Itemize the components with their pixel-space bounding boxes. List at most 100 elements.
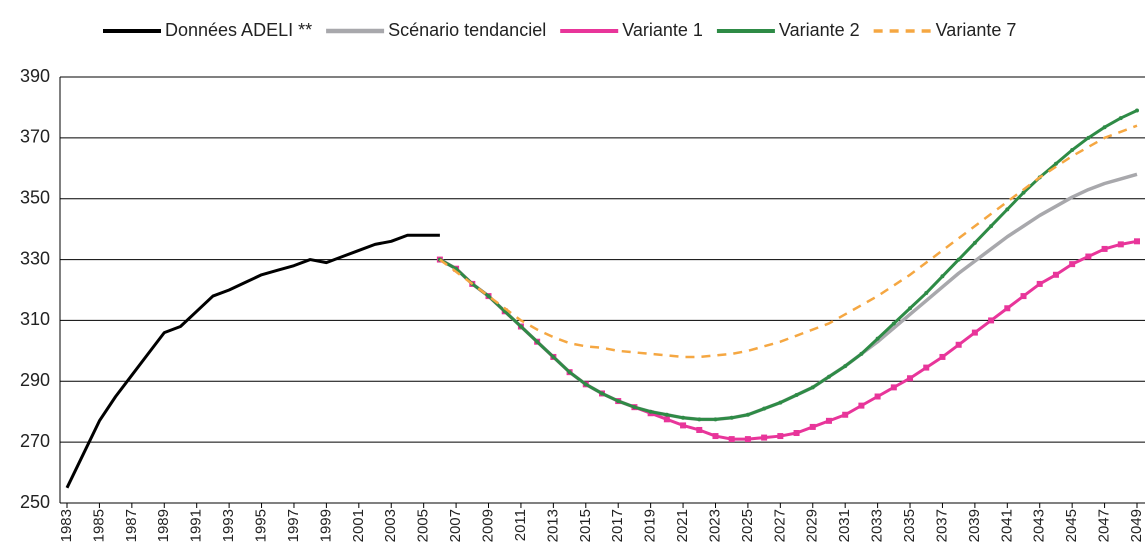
- marker: [793, 430, 800, 437]
- marker: [890, 384, 897, 391]
- x-tick-label: 2045: [1063, 509, 1080, 542]
- marker: [762, 406, 767, 411]
- x-tick-label: 2031: [836, 509, 853, 542]
- marker: [535, 339, 540, 344]
- marker: [696, 426, 703, 433]
- x-tick-label: 2013: [544, 509, 561, 542]
- x-tick-label: 1987: [123, 509, 140, 542]
- marker: [567, 370, 572, 375]
- y-tick-label: 330: [20, 248, 50, 268]
- x-tick-label: 2017: [609, 509, 626, 542]
- x-tick-label: 2049: [1128, 509, 1145, 542]
- series-line: [439, 124, 1138, 359]
- marker: [486, 294, 491, 299]
- legend-label: Variante 2: [779, 20, 860, 40]
- marker: [745, 412, 750, 417]
- x-tick-label: 2037: [933, 509, 950, 542]
- y-tick-label: 370: [20, 127, 50, 147]
- marker: [825, 417, 832, 424]
- marker: [843, 364, 848, 369]
- x-tick-label: 2041: [998, 509, 1015, 542]
- marker: [809, 423, 816, 430]
- marker: [1021, 190, 1026, 195]
- marker: [939, 353, 946, 360]
- y-tick-label: 390: [20, 66, 50, 86]
- marker: [681, 415, 686, 420]
- marker: [1069, 261, 1076, 268]
- marker: [729, 415, 734, 420]
- marker: [680, 422, 687, 429]
- x-tick-label: 2029: [804, 509, 821, 542]
- x-tick-label: 1995: [253, 509, 270, 542]
- marker: [923, 364, 930, 371]
- y-tick-label: 350: [20, 187, 50, 207]
- x-tick-label: 2005: [415, 509, 432, 542]
- series-line: [439, 172, 1138, 422]
- marker: [1135, 108, 1139, 113]
- series-line: [439, 239, 1138, 441]
- x-tick-label: 2035: [901, 509, 918, 542]
- marker: [842, 411, 849, 418]
- marker: [1005, 207, 1010, 212]
- legend: Données ADELI ** Scénario tendanciel Varia…: [103, 20, 1016, 40]
- legend-label: Variante 7: [936, 20, 1017, 40]
- series-line: [439, 109, 1138, 421]
- x-tick-label: 2039: [966, 509, 983, 542]
- marker: [1134, 238, 1140, 245]
- marker: [663, 416, 670, 423]
- marker: [648, 409, 653, 414]
- x-tick-label: 2007: [447, 509, 464, 542]
- x-tick-label: 2001: [350, 509, 367, 542]
- x-tick-label: 1989: [155, 509, 172, 542]
- marker: [875, 336, 880, 341]
- marker: [713, 417, 718, 422]
- marker: [1101, 245, 1108, 252]
- x-tick-label: 2009: [479, 509, 496, 542]
- x-tick-label: 1985: [90, 509, 107, 542]
- marker: [1085, 253, 1092, 260]
- x-tick-label: 1997: [285, 509, 302, 542]
- x-tick-label: 2027: [771, 509, 788, 542]
- marker: [583, 382, 588, 387]
- marker: [1117, 241, 1124, 248]
- marker: [907, 375, 914, 382]
- marker: [744, 436, 751, 443]
- series-line: [65, 233, 440, 489]
- marker: [728, 436, 735, 443]
- legend-label: Variante 1: [622, 20, 703, 40]
- marker: [616, 399, 621, 404]
- marker: [908, 306, 913, 311]
- marker: [697, 417, 702, 422]
- x-tick-label: 2043: [1031, 509, 1048, 542]
- marker: [826, 374, 831, 379]
- x-tick-label: 1999: [317, 509, 334, 542]
- x-tick-label: 2015: [577, 509, 594, 542]
- marker: [794, 392, 799, 397]
- marker: [632, 405, 637, 410]
- marker: [1118, 116, 1123, 121]
- x-tick-label: 2033: [869, 509, 886, 542]
- marker: [518, 324, 523, 329]
- marker: [761, 434, 768, 441]
- y-tick-label: 270: [20, 431, 50, 451]
- marker: [777, 433, 784, 440]
- marker: [1053, 161, 1058, 166]
- marker: [891, 321, 896, 326]
- marker: [1070, 148, 1075, 153]
- marker: [664, 412, 669, 417]
- marker: [1052, 271, 1059, 278]
- marker: [972, 240, 977, 245]
- marker: [600, 391, 604, 396]
- legend-label: Scénario tendanciel: [388, 20, 546, 40]
- x-tick-label: 1993: [220, 509, 237, 542]
- x-tick-label: 1983: [58, 509, 75, 542]
- y-tick-label: 310: [20, 309, 50, 329]
- marker: [859, 351, 864, 356]
- marker: [1102, 125, 1107, 130]
- marker: [956, 257, 961, 262]
- marker: [1036, 280, 1043, 287]
- marker: [810, 385, 815, 390]
- marker: [940, 274, 945, 279]
- x-tick-label: 2025: [739, 509, 756, 542]
- y-tick-label: 250: [20, 492, 50, 512]
